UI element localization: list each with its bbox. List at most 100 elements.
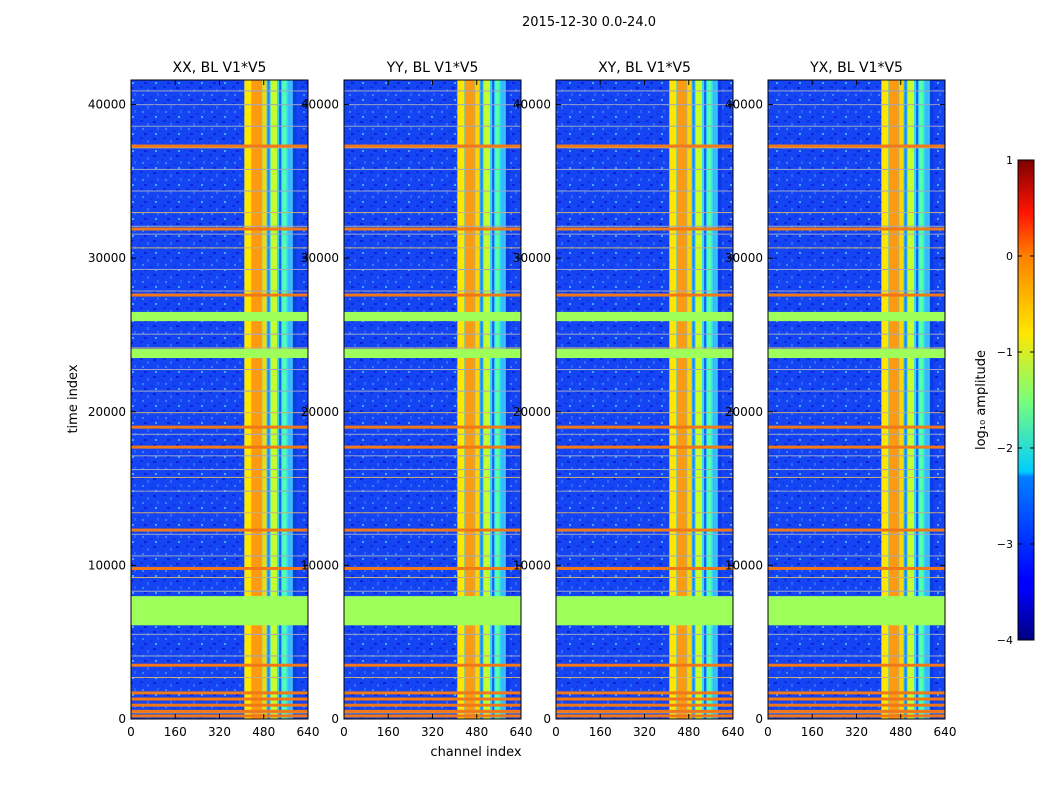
y-axis-label: time index: [66, 364, 81, 433]
strong-time-line: [556, 445, 733, 449]
flagged-block: [344, 311, 521, 322]
rfi-band-stripe: [687, 80, 692, 719]
time-line: [556, 412, 733, 414]
strong-time-line: [556, 528, 733, 532]
strong-time-line: [344, 293, 521, 297]
time-line: [131, 90, 308, 92]
x-tick-label: 640: [934, 725, 957, 739]
time-line: [768, 125, 945, 127]
time-line: [131, 125, 308, 127]
time-line: [556, 712, 733, 714]
y-tick-label: 10000: [513, 558, 551, 572]
time-line: [556, 455, 733, 457]
time-line: [556, 476, 733, 478]
time-line: [556, 190, 733, 192]
time-line: [768, 576, 945, 578]
time-line: [344, 333, 521, 335]
time-line: [768, 168, 945, 170]
strong-time-line: [131, 703, 308, 707]
time-line: [768, 433, 945, 435]
time-line: [556, 233, 733, 235]
x-tick-label: 160: [801, 725, 824, 739]
time-line: [344, 469, 521, 471]
time-line: [344, 677, 521, 679]
colorbar-tick-label: 0: [1006, 250, 1013, 263]
rfi-band-stripe: [929, 80, 934, 719]
time-line: [131, 677, 308, 679]
y-tick-label: 0: [118, 712, 126, 726]
rfi-band-stripe: [492, 80, 495, 719]
x-tick-label: 480: [677, 725, 700, 739]
time-line: [344, 225, 521, 227]
y-tick-label: 20000: [301, 405, 339, 419]
rfi-band-stripe: [251, 80, 262, 719]
time-line: [131, 390, 308, 392]
strong-time-line: [344, 425, 521, 429]
time-line: [131, 225, 308, 227]
strong-time-line: [556, 144, 733, 148]
time-line: [344, 533, 521, 535]
rfi-band-stripe: [899, 80, 904, 719]
strong-time-line: [344, 528, 521, 532]
rfi-band-stripe: [464, 80, 475, 719]
rfi-band-stripe: [717, 80, 722, 719]
rfi-band-stripe: [501, 80, 505, 719]
y-tick-label: 20000: [725, 405, 763, 419]
strong-time-line: [556, 227, 733, 231]
time-line: [131, 576, 308, 578]
strong-time-line: [344, 566, 521, 570]
x-tick-label: 160: [377, 725, 400, 739]
time-line: [768, 655, 945, 657]
y-tick-label: 30000: [88, 251, 126, 265]
rfi-band-stripe: [480, 80, 483, 719]
rfi-band-stripe: [881, 80, 889, 719]
time-line: [556, 225, 733, 227]
time-line: [768, 455, 945, 457]
rfi-band-stripe: [888, 80, 899, 719]
strong-time-line: [556, 697, 733, 701]
strong-time-line: [768, 144, 945, 148]
strong-time-line: [131, 445, 308, 449]
time-line: [131, 333, 308, 335]
time-line: [556, 555, 733, 557]
rfi-band-stripe: [457, 80, 465, 719]
y-tick-label: 10000: [88, 558, 126, 572]
strong-time-line: [131, 528, 308, 532]
panel-title: XY, BL V1*V5: [598, 60, 691, 76]
rfi-band-stripe: [279, 80, 282, 719]
x-tick-label: 480: [889, 725, 912, 739]
time-line: [556, 633, 733, 635]
x-tick-label: 0: [764, 725, 772, 739]
strong-time-line: [556, 703, 733, 707]
time-line: [344, 212, 521, 214]
time-line: [768, 247, 945, 249]
time-line: [131, 512, 308, 514]
strong-time-line: [344, 697, 521, 701]
time-line: [131, 533, 308, 535]
flagged-block: [556, 596, 733, 626]
strong-time-line: [768, 528, 945, 532]
strong-time-line: [131, 425, 308, 429]
x-tick-label: 480: [252, 725, 275, 739]
time-line: [344, 590, 521, 592]
x-tick-label: 320: [845, 725, 868, 739]
time-line: [131, 455, 308, 457]
time-line: [556, 290, 733, 292]
time-line: [344, 655, 521, 657]
strong-time-line: [344, 691, 521, 695]
time-line: [344, 90, 521, 92]
time-line: [768, 490, 945, 492]
panel-title: YY, BL V1*V5: [386, 60, 479, 76]
time-line: [344, 268, 521, 270]
time-line: [344, 347, 521, 349]
figure-title: 2015-12-30 0.0-24.0: [522, 15, 656, 30]
time-line: [768, 555, 945, 557]
rfi-band-stripe: [904, 80, 907, 719]
rfi-band-stripe: [669, 80, 677, 719]
strong-time-line: [131, 227, 308, 231]
x-tick-label: 640: [722, 725, 745, 739]
rfi-band-stripe: [288, 80, 292, 719]
time-line: [556, 677, 733, 679]
time-line: [768, 390, 945, 392]
